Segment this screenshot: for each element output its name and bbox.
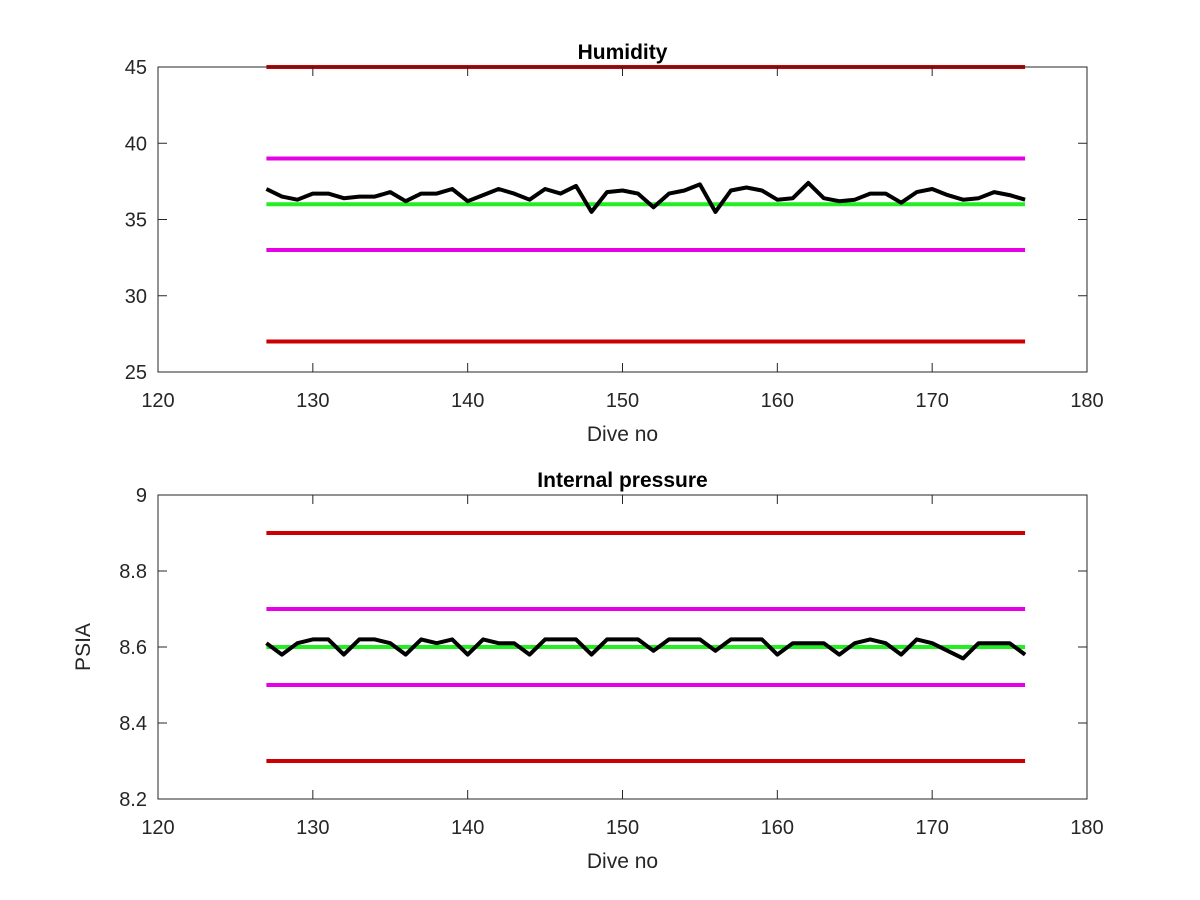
x-tick-label: 130 [296, 390, 329, 412]
y-tick-label: 25 [125, 362, 147, 384]
x-tick-label: 150 [606, 817, 639, 839]
y-tick-label: 30 [125, 286, 147, 308]
humidity-measured-line [265, 180, 1026, 214]
y-tick-label: 8.8 [119, 561, 147, 583]
humidity-chart: 120 130 140 150 160 170 180 25 30 35 40 45 Humidity… [125, 41, 1104, 446]
internal-pressure-chart: 120 130 140 150 160 170 180 8.2 8.4 8.6 8.8 9 Inter… [72, 469, 1104, 873]
x-tick-label: 150 [606, 390, 639, 412]
pressure-measured-line [265, 637, 1027, 661]
x-tick-label: 120 [141, 817, 174, 839]
y-tick-label: 9 [136, 485, 147, 507]
x-tick-label: 180 [1070, 817, 1103, 839]
y-tick-label: 35 [125, 210, 147, 232]
humidity-axes: 120 130 140 150 160 170 180 25 30 35 40 45 [125, 57, 1104, 412]
y-tick-label: 8.4 [119, 713, 147, 735]
pressure-axes: 120 130 140 150 160 170 180 8.2 8.4 8.6 8.8 9 [119, 485, 1104, 839]
pressure-x-axis-label: Dive no [587, 850, 658, 873]
x-tick-label: 120 [141, 390, 174, 412]
x-tick-label: 140 [451, 390, 484, 412]
humidity-x-axis-label: Dive no [587, 423, 658, 446]
y-tick-label: 8.2 [119, 789, 147, 811]
humidity-chart-title: Humidity [578, 41, 668, 64]
y-tick-label: 40 [125, 133, 147, 155]
pressure-y-axis-label: PSIA [72, 623, 95, 671]
y-tick-label: 45 [125, 57, 147, 79]
x-tick-label: 160 [761, 390, 794, 412]
pressure-chart-title: Internal pressure [537, 469, 707, 492]
x-tick-label: 140 [451, 817, 484, 839]
x-tick-label: 130 [296, 817, 329, 839]
x-tick-label: 180 [1070, 390, 1103, 412]
x-tick-label: 160 [761, 817, 794, 839]
x-tick-label: 170 [915, 390, 948, 412]
x-tick-label: 170 [915, 817, 948, 839]
pressure-series-layer [265, 531, 1027, 763]
y-tick-label: 8.6 [119, 637, 147, 659]
